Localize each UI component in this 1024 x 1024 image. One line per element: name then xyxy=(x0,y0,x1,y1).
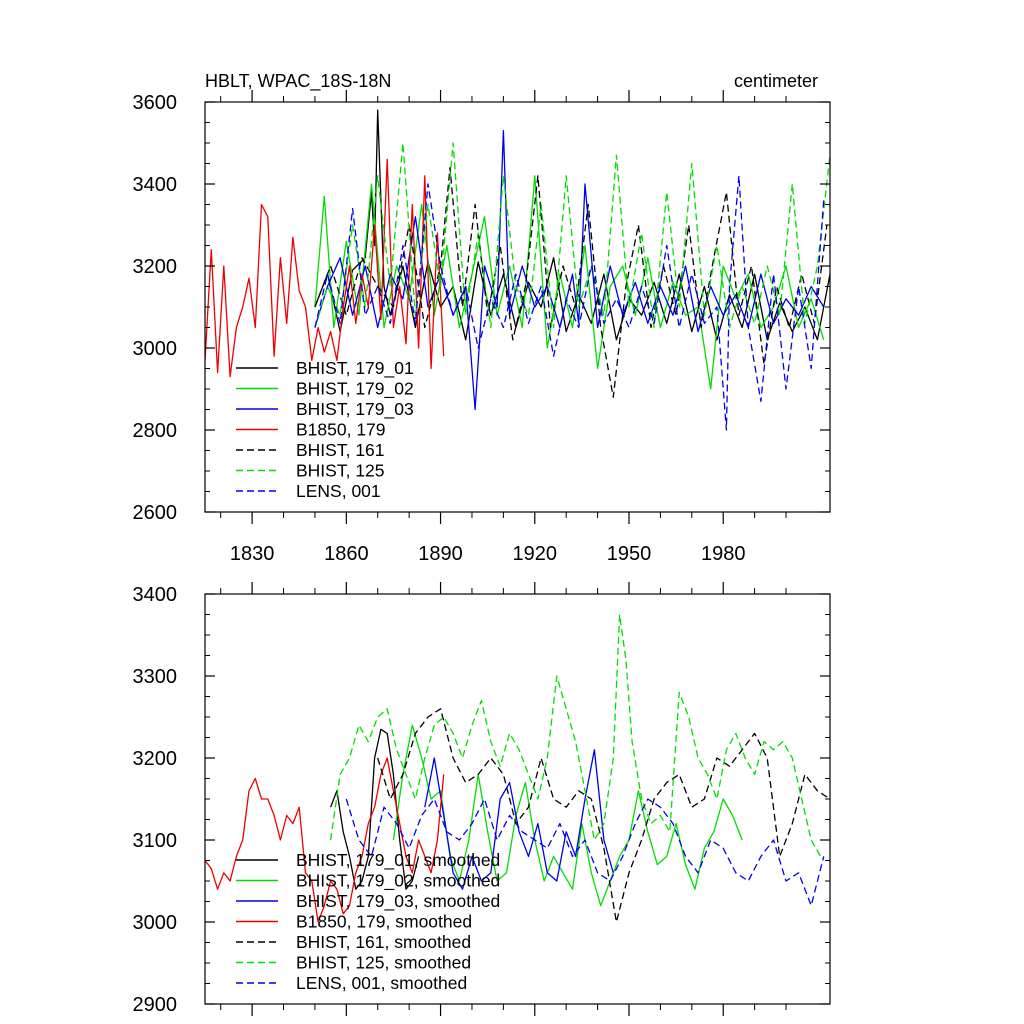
top-xtick-label: 1980 xyxy=(701,543,746,565)
bottom-ytick-label: 2900 xyxy=(133,994,178,1016)
bottom-series-line-5 xyxy=(377,708,830,923)
bottom-legend-label-2: BHIST, 179_02, smoothed xyxy=(296,871,500,892)
bottom-ytick-label: 3300 xyxy=(133,666,178,688)
top-xtick-label: 1830 xyxy=(230,543,275,565)
top-legend-label-7: LENS, 001 xyxy=(296,481,381,501)
bottom-legend-label-3: BHIST, 179_03, smoothed xyxy=(296,891,500,912)
bottom-series-group xyxy=(205,613,830,923)
bottom-series-line-7 xyxy=(345,798,825,907)
top-series-line-4 xyxy=(205,158,445,378)
bottom-series-line-6 xyxy=(329,613,822,857)
top-chart-title: HBLT, WPAC_18S-18N xyxy=(205,71,391,92)
top-series-line-5 xyxy=(314,166,828,398)
top-chart-units: centimeter xyxy=(734,71,818,91)
top-series-line-1 xyxy=(314,109,830,341)
bottom-legend-label-7: LENS, 001, smoothed xyxy=(296,973,467,993)
bottom-ytick-label: 3100 xyxy=(133,830,178,852)
bottom-series-line-4 xyxy=(205,757,445,923)
top-legend-label-2: BHIST, 179_02 xyxy=(296,379,414,400)
bottom-legend-label-1: BHIST, 179_01, smoothed xyxy=(296,850,500,871)
top-xtick-label: 1920 xyxy=(513,543,558,565)
bottom-legend-label-6: BHIST, 125, smoothed xyxy=(296,953,471,973)
top-legend-label-5: BHIST, 161 xyxy=(296,440,385,460)
top-xtick-label: 1950 xyxy=(607,543,652,565)
bottom-ytick-label: 3400 xyxy=(133,584,178,606)
top-ytick-label: 2600 xyxy=(133,502,178,524)
top-xtick-label: 1890 xyxy=(418,543,463,565)
top-series-line-6 xyxy=(314,142,830,329)
top-series-group xyxy=(205,109,830,431)
top-legend-label-6: BHIST, 125 xyxy=(296,461,385,481)
bottom-legend-label-4: B1850, 179, smoothed xyxy=(296,912,472,932)
bottom-ytick-label: 3200 xyxy=(133,748,178,770)
top-legend-label-1: BHIST, 179_01 xyxy=(296,358,414,379)
top-legend-label-4: B1850, 179 xyxy=(296,420,386,440)
top-ytick-label: 2800 xyxy=(133,420,178,442)
top-chart-panel: 2600 2800 3000 3200 3400 3600 1830 1860 1890 1920… xyxy=(133,90,831,565)
top-ytick-label: 3600 xyxy=(133,92,178,114)
top-ytick-label: 3200 xyxy=(133,256,178,278)
bottom-series-line-1 xyxy=(329,728,420,890)
bottom-ytick-label: 3000 xyxy=(133,912,178,934)
top-ytick-label: 3400 xyxy=(133,174,178,196)
top-series-line-7 xyxy=(314,175,825,431)
bottom-legend-label-5: BHIST, 161, smoothed xyxy=(296,932,471,952)
top-xtick-label: 1860 xyxy=(324,543,369,565)
bottom-series-line-3 xyxy=(424,749,614,890)
bottom-chart-panel: 2900 3000 3100 3200 3300 3400 BHIST, 179_01, s… xyxy=(133,582,831,1016)
top-legend-label-3: BHIST, 179_03 xyxy=(296,399,414,420)
top-ytick-label: 3000 xyxy=(133,338,178,360)
